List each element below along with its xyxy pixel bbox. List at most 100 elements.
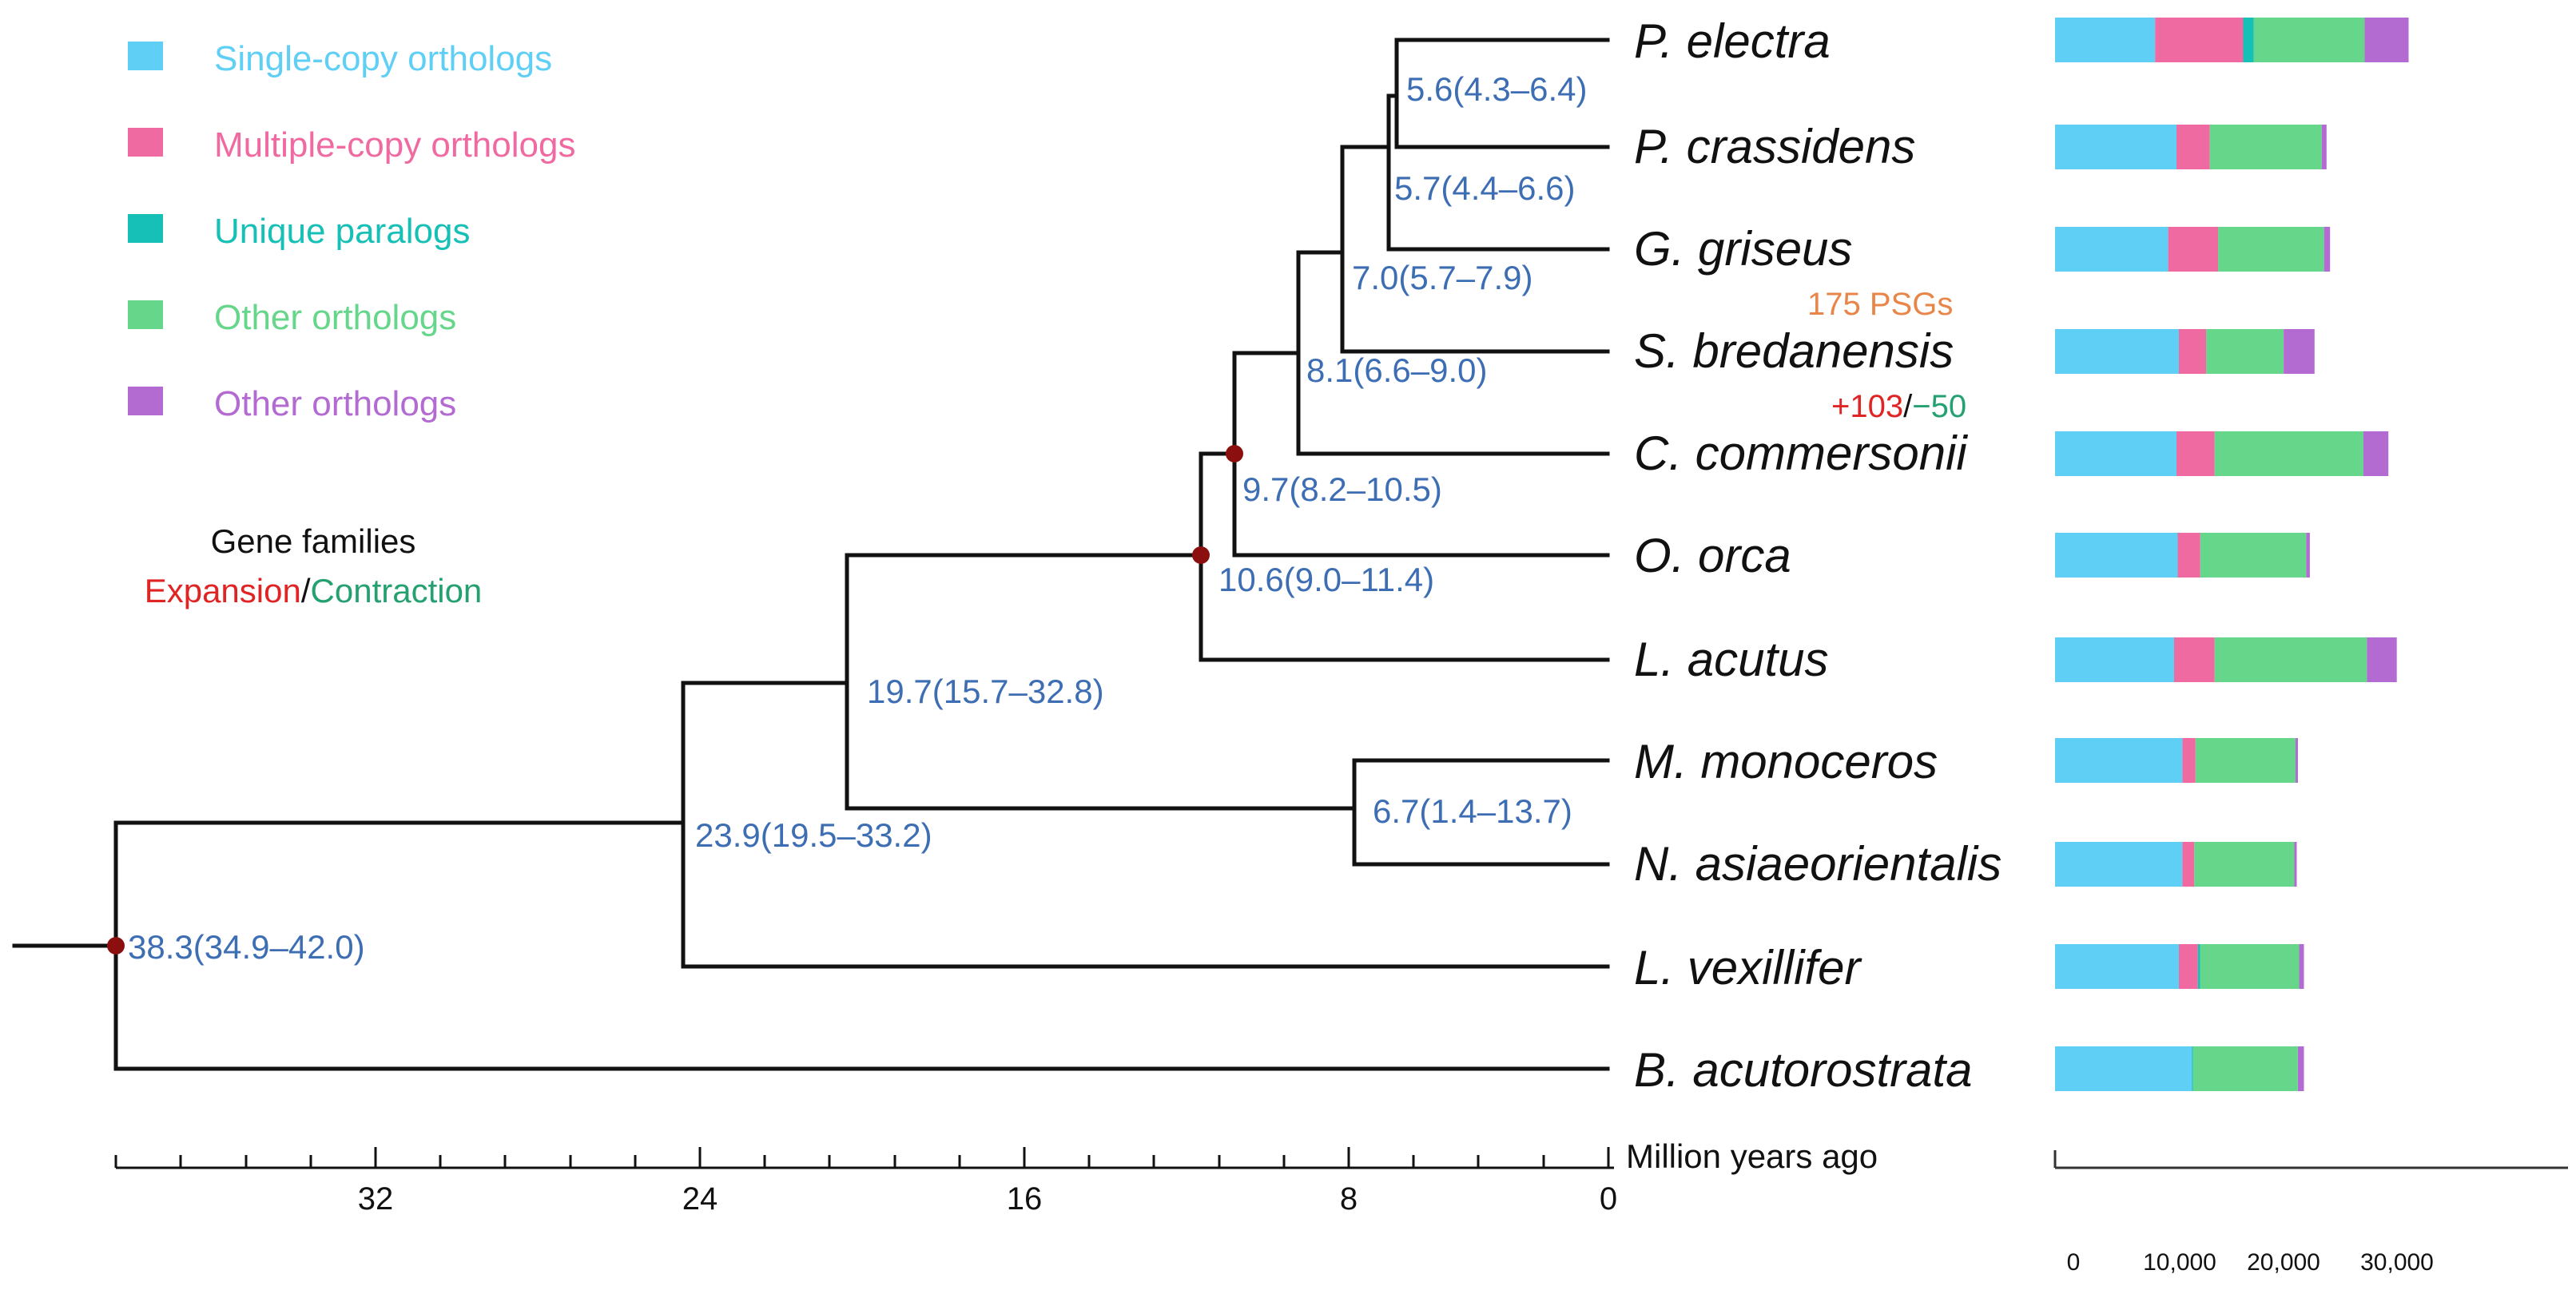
legend-swatch-multiple-copy (128, 128, 163, 157)
species-labels: P. electra P. crassidens G. griseus S. b… (1634, 14, 2002, 1097)
bar-segment-p-crassidens-s3 (2209, 125, 2322, 169)
node-label-23-9: 23.9(19.5–33.2) (695, 816, 932, 854)
bar-axis: 0 10,000 20,000 30,000 (2053, 1150, 2568, 1276)
bar-segment-l-vexillifer-s3 (2200, 944, 2300, 989)
bar-segment-p-crassidens-s0 (2055, 125, 2176, 169)
gene-families-separator: / (301, 572, 311, 609)
node-label-38-3: 38.3(34.9–42.0) (128, 928, 365, 966)
bar-segment-p-electra-s2 (2243, 18, 2254, 62)
species-label-l-acutus: L. acutus (1634, 633, 1829, 686)
gene-families-title: Gene families (211, 522, 416, 560)
time-axis-tick-label: 0 (1600, 1181, 1617, 1217)
bar-segment-p-electra-s1 (2155, 18, 2244, 62)
legend-swatch-other-orthologs-purple (128, 387, 163, 415)
node-label-5-7: 5.7(4.4–6.6) (1394, 169, 1576, 207)
node-label-8-1: 8.1(6.6–9.0) (1306, 351, 1488, 389)
node-label-5-6: 5.6(4.3–6.4) (1406, 70, 1588, 108)
bar-segment-l-vexillifer-s0 (2055, 944, 2179, 989)
expansion-count: +103 (1831, 389, 1903, 424)
legend-label-single-copy: Single-copy orthologs (214, 39, 552, 78)
bar-segment-p-crassidens-s4 (2321, 125, 2327, 169)
time-axis-tick-label: 16 (1007, 1181, 1043, 1217)
bar-segment-l-vexillifer-s2 (2197, 944, 2200, 989)
bar-axis-tick-label: 10,000 (2143, 1249, 2216, 1276)
legend-label-unique-paralogs: Unique paralogs (214, 212, 470, 251)
bar-segment-m-monoceros-s4 (2296, 738, 2298, 783)
node-age-labels: 5.6(4.3–6.4) 5.7(4.4–6.6) 7.0(5.7–7.9) 8… (128, 70, 1588, 966)
legend-label-other-orthologs-green: Other orthologs (214, 298, 456, 337)
species-label-l-vexillifer: L. vexillifer (1634, 941, 1862, 994)
branch-annotations: 175 PSGs +103/−50 (1807, 287, 1966, 424)
species-label-s-bredanensis: S. bredanensis (1634, 324, 1954, 378)
calibration-marker-9-7 (1226, 445, 1243, 462)
legend-swatch-other-orthologs-green (128, 300, 163, 329)
bar-segment-n-asiaeorientalis-s1 (2182, 842, 2195, 887)
time-axis-labels: 32 24 16 8 0 Million years ago (358, 1137, 1878, 1217)
count-separator: / (1903, 389, 1913, 424)
bar-segment-p-electra-s3 (2253, 18, 2365, 62)
time-axis-tick-label: 8 (1340, 1181, 1358, 1217)
expansion-contraction-annotation: +103/−50 (1831, 389, 1966, 424)
calibration-marker-root (107, 937, 125, 955)
time-axis (114, 1147, 1614, 1169)
bar-segment-g-griseus-s4 (2324, 227, 2331, 272)
legend: Single-copy orthologs Multiple-copy orth… (128, 39, 575, 423)
legend-label-multiple-copy: Multiple-copy orthologs (214, 125, 575, 165)
bar-axis-tick-label: 30,000 (2360, 1249, 2434, 1276)
bar-segment-s-bredanensis-s0 (2055, 329, 2179, 374)
bar-segment-p-crassidens-s1 (2176, 125, 2210, 169)
bar-segment-l-acutus-s4 (2367, 637, 2397, 682)
species-label-p-crassidens: P. crassidens (1634, 120, 1915, 173)
contraction-label: Contraction (311, 572, 483, 609)
gene-count-bars (2055, 18, 2409, 1091)
bar-segment-g-griseus-s3 (2218, 227, 2324, 272)
bar-segment-l-vexillifer-s4 (2299, 944, 2304, 989)
calibration-marker-10-6 (1192, 546, 1210, 564)
species-label-o-orca: O. orca (1634, 529, 1791, 582)
bar-segment-o-orca-s0 (2055, 533, 2178, 578)
node-label-10-6: 10.6(9.0–11.4) (1218, 561, 1434, 598)
bar-segment-o-orca-s4 (2306, 533, 2310, 578)
species-label-p-electra: P. electra (1634, 14, 1831, 68)
species-label-b-acutorostrata: B. acutorostrata (1634, 1043, 1973, 1097)
bar-segment-s-bredanensis-s4 (2284, 329, 2315, 374)
bar-segment-s-bredanensis-s1 (2179, 329, 2207, 374)
bar-segment-p-electra-s4 (2364, 18, 2409, 62)
species-label-g-griseus: G. griseus (1634, 222, 1852, 276)
contraction-count: −50 (1912, 389, 1966, 424)
node-label-6-7: 6.7(1.4–13.7) (1373, 792, 1572, 830)
bar-segment-l-acutus-s1 (2174, 637, 2215, 682)
bar-segment-p-electra-s0 (2055, 18, 2156, 62)
bar-segment-m-monoceros-s0 (2055, 738, 2183, 783)
bar-segment-l-acutus-s0 (2055, 637, 2174, 682)
legend-swatch-unique-paralogs (128, 214, 163, 243)
bar-axis-tick-label: 0 (2067, 1249, 2081, 1276)
bar-segment-n-asiaeorientalis-s4 (2294, 842, 2297, 887)
bar-segment-c-commersonii-s4 (2363, 431, 2389, 476)
species-label-c-commersonii: C. commersonii (1634, 427, 1968, 480)
bar-segment-m-monoceros-s1 (2182, 738, 2196, 783)
time-axis-tick-label: 24 (682, 1181, 718, 1217)
bar-segment-o-orca-s1 (2177, 533, 2200, 578)
bar-segment-o-orca-s3 (2200, 533, 2307, 578)
calibration-markers (107, 445, 1243, 955)
bar-segment-l-acutus-s3 (2214, 637, 2367, 682)
bar-segment-b-acutorostrata-s4 (2298, 1046, 2304, 1091)
gene-families-legend: Expansion/Contraction (145, 572, 483, 609)
bar-segment-c-commersonii-s1 (2176, 431, 2215, 476)
time-axis-tick-label: 32 (358, 1181, 394, 1217)
node-label-19-7: 19.7(15.7–32.8) (867, 673, 1104, 710)
bar-segment-l-vexillifer-s1 (2179, 944, 2198, 989)
bar-segment-b-acutorostrata-s2 (2192, 1046, 2193, 1091)
time-axis-title: Million years ago (1626, 1137, 1878, 1175)
legend-label-other-orthologs-purple: Other orthologs (214, 384, 456, 423)
bar-segment-m-monoceros-s3 (2195, 738, 2296, 783)
node-label-7-0: 7.0(5.7–7.9) (1352, 259, 1533, 296)
species-label-m-monoceros: M. monoceros (1634, 735, 1938, 788)
bar-segment-b-acutorostrata-s3 (2192, 1046, 2298, 1091)
bar-segment-n-asiaeorientalis-s3 (2194, 842, 2295, 887)
bar-segment-g-griseus-s0 (2055, 227, 2169, 272)
bar-segment-c-commersonii-s3 (2214, 431, 2363, 476)
bar-segment-c-commersonii-s0 (2055, 431, 2176, 476)
